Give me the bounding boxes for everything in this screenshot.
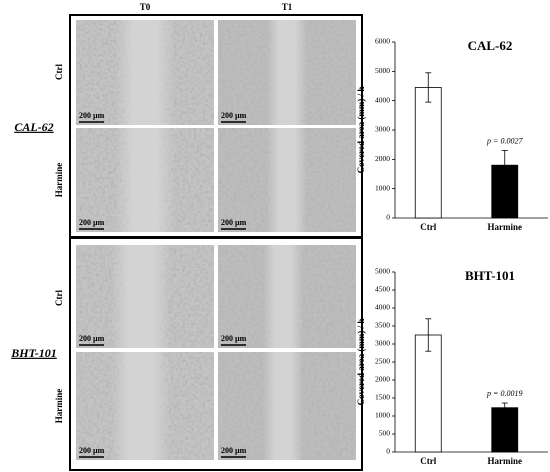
scale-bar-label: 200 µm (79, 218, 105, 227)
y-tick-label: 6000 (375, 37, 390, 46)
y-tick-label: 0 (386, 213, 390, 222)
wound-area (263, 245, 303, 348)
cell-line-label: CAL-62 (14, 120, 53, 134)
scale-bar-label: 200 µm (79, 334, 105, 343)
wound-area (267, 128, 307, 232)
column-label: T1 (282, 2, 293, 12)
y-tick-label: 2000 (375, 154, 390, 163)
x-tick-label: Harmine (488, 456, 523, 466)
y-tick-label: 500 (379, 429, 391, 438)
y-tick-label: 4000 (375, 303, 390, 312)
y-tick-label: 3500 (375, 321, 390, 330)
row-label: Ctrl (54, 290, 64, 306)
scale-bar-label: 200 µm (221, 111, 247, 120)
y-tick-label: 5000 (375, 66, 390, 75)
chart-title: BHT-101 (465, 268, 515, 283)
scale-bar-label: 200 µm (79, 111, 105, 120)
cell-line-label: BHT-101 (10, 346, 57, 360)
y-axis-label: Covered area (mm) / h (356, 319, 366, 406)
y-tick-label: 3000 (375, 125, 390, 134)
x-tick-label: Harmine (488, 222, 523, 232)
bar (491, 407, 519, 453)
wound-area (267, 20, 307, 125)
scale-bar-label: 200 µm (221, 218, 247, 227)
wound-area (111, 352, 171, 460)
p-value: p = 0.0027 (486, 136, 523, 145)
y-tick-label: 2000 (375, 375, 390, 384)
row-label: Harmine (54, 163, 64, 198)
y-tick-label: 0 (386, 447, 390, 456)
bar (414, 87, 442, 219)
x-tick-label: Ctrl (420, 222, 436, 232)
panel-frame (69, 237, 363, 471)
row-label: Ctrl (54, 64, 64, 80)
y-tick-label: 1500 (375, 393, 390, 402)
y-tick-label: 5000 (375, 267, 390, 276)
y-tick-label: 2500 (375, 357, 390, 366)
wound-area (111, 245, 171, 348)
column-label: T0 (140, 2, 151, 12)
scale-bar-label: 200 µm (221, 334, 247, 343)
wound-area (115, 128, 175, 232)
row-label: Harmine (54, 389, 64, 424)
x-tick-label: Ctrl (420, 456, 436, 466)
wound-area (263, 352, 303, 460)
y-tick-label: 1000 (375, 411, 390, 420)
p-value: p = 0.0019 (486, 389, 522, 398)
y-tick-label: 4500 (375, 285, 390, 294)
y-tick-label: 4000 (375, 95, 390, 104)
scale-bar-label: 200 µm (221, 446, 247, 455)
y-tick-label: 3000 (375, 339, 390, 348)
wound-area (115, 20, 175, 125)
y-tick-label: 1000 (375, 183, 390, 192)
bar (414, 334, 442, 453)
scale-bar-label: 200 µm (79, 446, 105, 455)
y-axis-label: Covered area (mm) / h (356, 87, 366, 174)
chart-title: CAL-62 (468, 38, 513, 53)
